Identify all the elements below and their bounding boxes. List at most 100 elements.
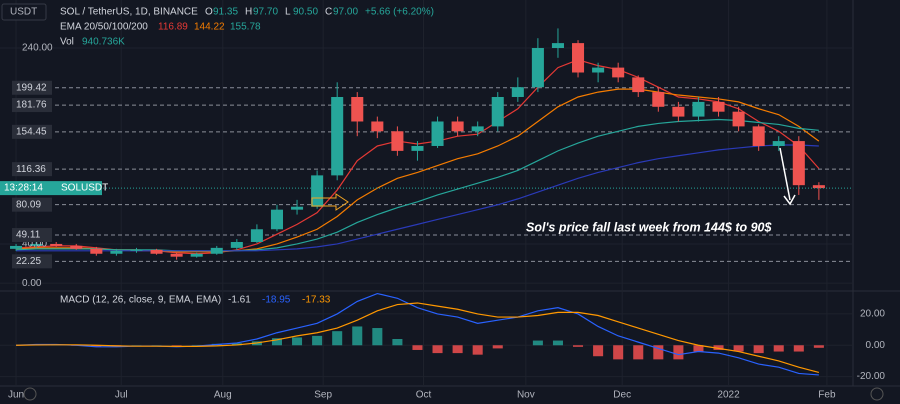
macd-bar xyxy=(271,338,282,346)
currency-box[interactable] xyxy=(1,3,47,21)
ohlc-label: L xyxy=(285,7,291,18)
macd-readout: -17.33 xyxy=(302,295,331,306)
candle-body xyxy=(752,126,765,146)
settings-button[interactable] xyxy=(870,387,884,401)
macd-bar xyxy=(392,339,403,346)
candle-body xyxy=(291,206,304,210)
last-price-time: 13:28:14 xyxy=(4,183,43,194)
candle-body xyxy=(391,131,404,151)
y-tick-label: 0.00 xyxy=(866,340,886,351)
y-tick-label: 40.00 xyxy=(22,239,47,250)
level-label: 154.45 xyxy=(16,126,47,137)
level-box xyxy=(12,228,52,243)
ohlc-value: 91.35 xyxy=(213,7,238,18)
macd-readout: -18.95 xyxy=(262,295,291,306)
macd-bar xyxy=(231,343,242,346)
candle-body xyxy=(230,241,243,248)
change: +5.66 (+6.20%) xyxy=(365,7,434,18)
ohlc-value: 90.50 xyxy=(293,7,318,18)
macd-title: MACD (12, 26, close, 9, EMA, EMA) xyxy=(60,295,221,306)
candle-body xyxy=(270,209,283,230)
candle-body xyxy=(190,253,203,257)
symbol-label: SOLUSDT xyxy=(61,183,108,194)
candle-body xyxy=(50,243,63,246)
candle-body xyxy=(572,43,585,73)
level-box xyxy=(12,197,52,212)
arrow-head xyxy=(783,194,796,206)
x-tick-label: Sep xyxy=(314,390,332,401)
macd-bar xyxy=(613,345,624,360)
macd-bar xyxy=(593,345,604,357)
candle-body xyxy=(250,229,263,242)
macd-bar xyxy=(552,340,563,346)
level-label: 22.25 xyxy=(16,256,41,267)
candle-body xyxy=(90,248,103,254)
candle-body xyxy=(511,87,524,97)
candle-body xyxy=(772,141,785,146)
macd-bar xyxy=(813,345,824,348)
candle-body xyxy=(30,243,43,246)
last-price-box xyxy=(0,181,58,196)
candle-body xyxy=(692,101,705,117)
candle-body xyxy=(110,250,123,254)
macd-bar xyxy=(713,345,724,350)
macd-bar xyxy=(532,340,543,346)
candle-body xyxy=(471,126,484,132)
candle-body xyxy=(411,145,424,151)
macd-bar xyxy=(292,337,303,346)
volume-value: 940.736K xyxy=(82,37,125,48)
ema-line xyxy=(16,144,819,252)
level-box xyxy=(12,254,52,269)
level-box xyxy=(12,124,52,139)
currency: USDT xyxy=(10,7,37,18)
candle-body xyxy=(10,245,23,249)
signal-line xyxy=(16,302,820,373)
candle-body xyxy=(792,141,805,186)
macd-readout: -1.61 xyxy=(228,295,251,306)
macd-bar xyxy=(693,345,704,352)
candle-body xyxy=(150,249,163,254)
candle-body xyxy=(531,48,544,88)
x-tick-label: Jun xyxy=(8,390,24,401)
volume-title: Vol xyxy=(60,37,74,48)
macd-bar xyxy=(653,345,664,360)
x-tick-label: Jul xyxy=(115,390,128,401)
y-tick-label: 20.00 xyxy=(860,309,885,320)
candle-body xyxy=(652,92,665,107)
annotation: Sol's price fall last week from 144$ to … xyxy=(526,220,772,234)
ema-title: EMA 20/50/100/200 xyxy=(60,22,148,33)
candle-body xyxy=(331,96,344,176)
macd-bar xyxy=(472,345,483,355)
candle-body xyxy=(70,245,83,249)
ohlc-label: C xyxy=(325,7,332,18)
ema-value: 155.78 xyxy=(230,22,261,33)
ohlc-label: O xyxy=(205,7,213,18)
macd-bar xyxy=(753,345,764,354)
candle-body xyxy=(712,101,725,112)
candle-body xyxy=(210,247,223,254)
x-tick-label: Oct xyxy=(416,390,432,401)
macd-bar xyxy=(352,326,363,346)
arrow-drawing xyxy=(311,193,349,211)
x-tick-label: Nov xyxy=(517,390,535,401)
candle-body xyxy=(371,121,384,132)
y-tick-label: 240.00 xyxy=(22,43,53,54)
y-tick-label: -20.00 xyxy=(857,371,886,382)
candle-body xyxy=(812,185,825,189)
level-box xyxy=(12,80,52,95)
grid xyxy=(0,0,853,386)
plot xyxy=(10,28,853,376)
candle-body xyxy=(672,106,685,117)
candle-body xyxy=(311,175,324,207)
timezone-button[interactable] xyxy=(23,387,37,401)
candle-body xyxy=(592,67,605,73)
macd-bar xyxy=(673,345,684,360)
level-box xyxy=(12,162,52,177)
x-tick-label: 2022 xyxy=(717,390,740,401)
candle-body xyxy=(170,253,183,257)
ohlc-label: H xyxy=(245,7,252,18)
symbol-box xyxy=(58,181,102,196)
